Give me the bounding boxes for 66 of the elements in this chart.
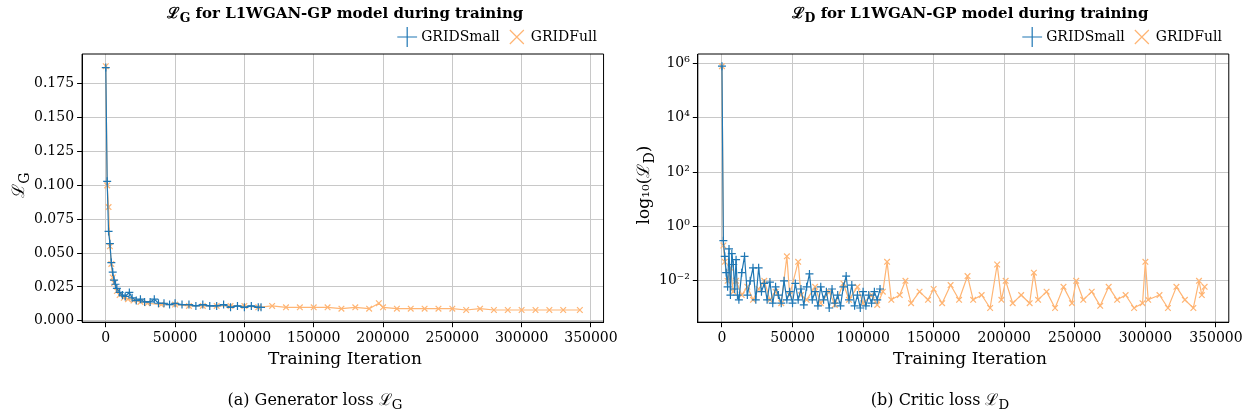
x-tick-label: 250000	[425, 329, 480, 346]
point	[504, 306, 512, 314]
chart-title: ℒ$_{G}$ for L1WGAN-GP model during training	[165, 3, 525, 25]
point	[109, 275, 119, 285]
point	[103, 181, 111, 189]
point	[375, 299, 383, 307]
y-tick-label: 0.075	[33, 209, 75, 226]
point	[191, 301, 201, 311]
chart-title: ℒ$_{D}$ for L1WGAN-GP model during training	[790, 3, 1150, 25]
y-tick-label: 0.125	[33, 142, 75, 159]
x-tick-label: 100000	[836, 329, 890, 346]
x-tick-label: 350000	[564, 329, 618, 346]
legend-label: GRIDFull	[1155, 27, 1223, 44]
x-tick-label: 150000	[286, 329, 341, 346]
y-tick-label: 10⁰	[666, 217, 691, 234]
x-tick-label: 250000	[1048, 329, 1102, 346]
legend-label: GRIDSmall	[421, 27, 501, 44]
point	[177, 299, 187, 310]
point	[476, 305, 484, 313]
point	[365, 305, 373, 313]
x-tick-label: 300000	[1118, 329, 1173, 346]
y-tick-label: 0.150	[33, 108, 75, 125]
point	[407, 305, 415, 313]
text: (a) Generator loss ℒ$_{G}$	[226, 389, 404, 413]
point	[490, 306, 498, 314]
point	[108, 267, 118, 277]
x-tick-label: 350000	[1189, 329, 1243, 346]
point	[532, 306, 539, 314]
point	[232, 301, 243, 311]
x-tick-label: 150000	[906, 329, 961, 346]
x-tick-label: 200000	[977, 329, 1031, 346]
y-tick-label: 10⁶	[666, 54, 691, 71]
x-tick-label: 0	[717, 329, 727, 346]
y-tick-label: 0.025	[33, 277, 75, 294]
point	[324, 303, 331, 311]
y-tick-label: 10⁻²	[658, 271, 690, 288]
x-axis-title: Training Iteration	[892, 348, 1048, 368]
point	[145, 297, 155, 307]
point	[246, 301, 256, 311]
x-tick-label: 50000	[152, 329, 198, 346]
point	[379, 303, 387, 311]
text: (b) Critic loss ℒ$_{D}$	[869, 389, 1011, 413]
y-tick-label: 0.050	[33, 243, 75, 260]
point	[545, 306, 553, 314]
y-tick-label: 0.100	[33, 176, 75, 193]
point	[435, 305, 442, 313]
point	[393, 305, 401, 313]
x-tick-label: 100000	[217, 329, 272, 346]
point	[576, 306, 584, 314]
x-tick-label: 50000	[770, 329, 815, 346]
y-tick-label: 10⁴	[666, 108, 691, 125]
point	[296, 303, 304, 311]
point	[282, 303, 290, 311]
y-tick-label: 0.175	[33, 74, 75, 91]
x-tick-label: 200000	[356, 329, 410, 346]
point	[205, 301, 215, 311]
point	[462, 306, 470, 314]
point	[518, 306, 526, 314]
point	[559, 306, 567, 314]
x-axis-title: Training Iteration	[267, 348, 423, 368]
legend-label: GRIDFull	[530, 27, 598, 44]
x-tick-label: 0	[101, 329, 111, 346]
legend-label: GRIDSmall	[1046, 27, 1126, 44]
y-tick-label: 10²	[666, 162, 690, 179]
y-tick-label: 0.000	[33, 311, 75, 328]
x-tick-label: 300000	[494, 329, 549, 346]
